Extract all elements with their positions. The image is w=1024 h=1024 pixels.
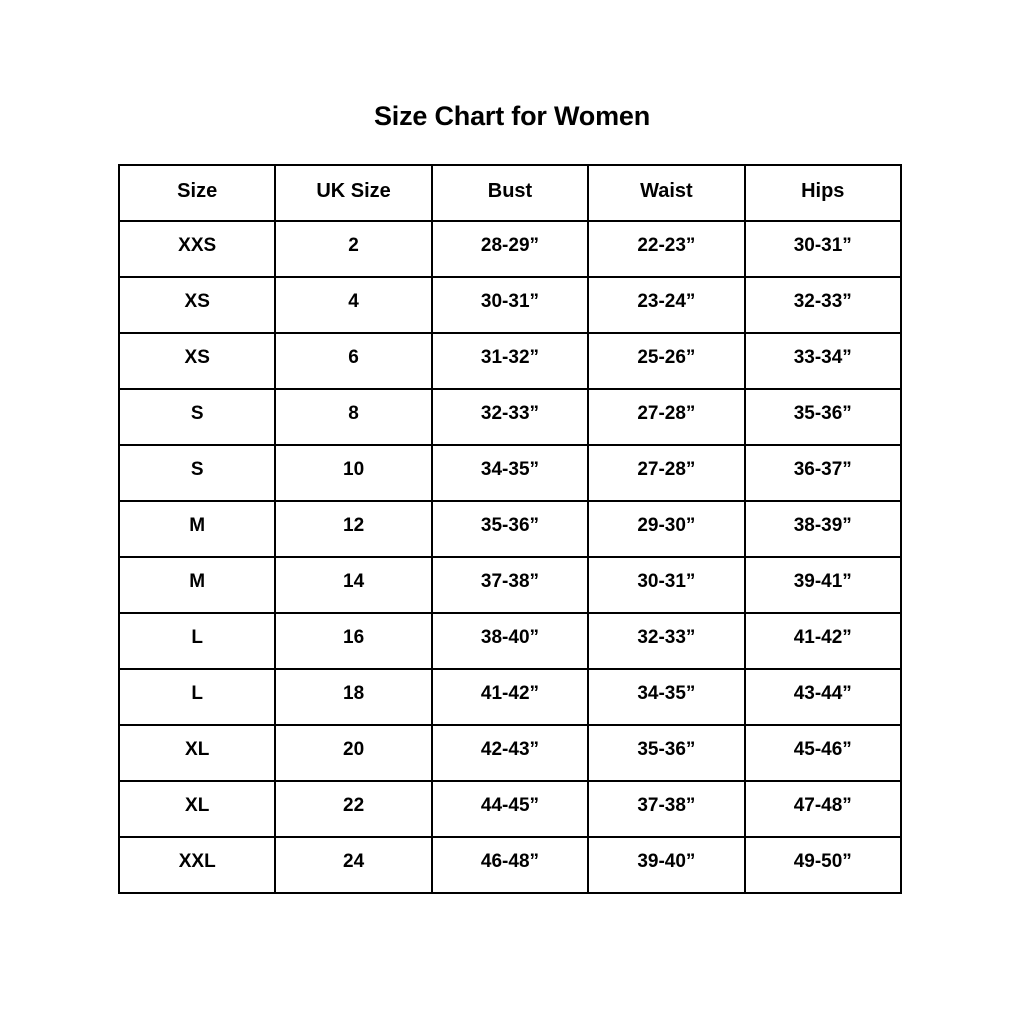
cell-waist: 37-38” [587,780,746,838]
table-row: XL 22 44-45” 37-38” 47-48” [117,780,902,838]
cell-bust: 30-31” [430,276,590,334]
table-row: S 10 34-35” 27-28” 36-37” [117,444,902,502]
cell-hips: 32-33” [743,276,902,334]
cell-waist: 25-26” [587,332,746,390]
cell-bust: 42-43” [430,724,590,782]
cell-uk-size: 12 [274,500,433,558]
cell-uk-size: 10 [274,444,433,502]
column-header-waist: Waist [587,164,746,222]
cell-bust: 34-35” [430,444,590,502]
cell-size: M [117,556,277,614]
size-chart-table: Size UK Size Bust Waist Hips XXS 2 28-29” 2… [117,164,902,894]
cell-hips: 36-37” [743,444,902,502]
table-row: XS 6 31-32” 25-26” 33-34” [117,332,902,390]
cell-bust: 31-32” [430,332,590,390]
table-row: L 18 41-42” 34-35” 43-44” [117,668,902,726]
cell-uk-size: 24 [274,836,433,894]
cell-hips: 38-39” [743,500,902,558]
cell-waist: 30-31” [587,556,746,614]
cell-hips: 30-31” [743,220,902,278]
cell-bust: 38-40” [430,612,590,670]
cell-uk-size: 6 [274,332,433,390]
cell-hips: 39-41” [743,556,902,614]
cell-bust: 37-38” [430,556,590,614]
cell-bust: 35-36” [430,500,590,558]
size-chart-table-container: Size UK Size Bust Waist Hips XXS 2 28-29” 2… [117,164,902,894]
cell-hips: 41-42” [743,612,902,670]
table-header-row: Size UK Size Bust Waist Hips [117,164,902,222]
cell-bust: 41-42” [430,668,590,726]
column-header-bust: Bust [430,164,590,222]
table-row: XS 4 30-31” 23-24” 32-33” [117,276,902,334]
cell-waist: 22-23” [587,220,746,278]
column-header-uk-size: UK Size [274,164,433,222]
cell-hips: 43-44” [743,668,902,726]
cell-size: S [117,388,277,446]
cell-uk-size: 14 [274,556,433,614]
cell-size: XL [117,724,277,782]
cell-waist: 39-40” [587,836,746,894]
table-row: M 12 35-36” 29-30” 38-39” [117,500,902,558]
page-title: Size Chart for Women [373,101,651,131]
cell-size: XS [117,276,277,334]
cell-size: XS [117,332,277,390]
cell-uk-size: 18 [274,668,433,726]
table-header: Size UK Size Bust Waist Hips [117,164,902,222]
cell-hips: 49-50” [743,836,902,894]
cell-waist: 23-24” [587,276,746,334]
cell-waist: 29-30” [587,500,746,558]
cell-bust: 46-48” [430,836,590,894]
cell-uk-size: 4 [274,276,433,334]
cell-hips: 47-48” [743,780,902,838]
cell-uk-size: 22 [274,780,433,838]
cell-bust: 44-45” [430,780,590,838]
cell-uk-size: 8 [274,388,433,446]
column-header-size: Size [117,164,277,222]
table-row: L 16 38-40” 32-33” 41-42” [117,612,902,670]
cell-waist: 32-33” [587,612,746,670]
table-row: XXL 24 46-48” 39-40” 49-50” [117,836,902,894]
cell-uk-size: 2 [274,220,433,278]
cell-size: L [117,668,277,726]
cell-hips: 33-34” [743,332,902,390]
cell-bust: 28-29” [430,220,590,278]
table-body: XXS 2 28-29” 22-23” 30-31” XS 4 30-31” 23-24” 32-… [117,220,902,894]
cell-hips: 45-46” [743,724,902,782]
table-row: XXS 2 28-29” 22-23” 30-31” [117,220,902,278]
cell-bust: 32-33” [430,388,590,446]
cell-waist: 35-36” [587,724,746,782]
table-row: S 8 32-33” 27-28” 35-36” [117,388,902,446]
cell-size: XXL [117,836,277,894]
cell-hips: 35-36” [743,388,902,446]
cell-size: S [117,444,277,502]
cell-waist: 27-28” [587,388,746,446]
table-row: M 14 37-38” 30-31” 39-41” [117,556,902,614]
cell-size: XL [117,780,277,838]
table-row: XL 20 42-43” 35-36” 45-46” [117,724,902,782]
cell-uk-size: 16 [274,612,433,670]
cell-waist: 27-28” [587,444,746,502]
column-header-hips: Hips [743,164,902,222]
cell-size: M [117,500,277,558]
cell-waist: 34-35” [587,668,746,726]
cell-size: XXS [117,220,277,278]
cell-size: L [117,612,277,670]
cell-uk-size: 20 [274,724,433,782]
